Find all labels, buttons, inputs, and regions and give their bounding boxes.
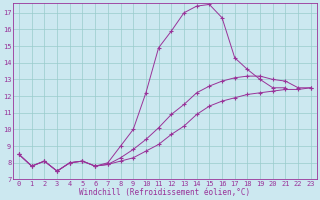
X-axis label: Windchill (Refroidissement éolien,°C): Windchill (Refroidissement éolien,°C)	[79, 188, 251, 197]
